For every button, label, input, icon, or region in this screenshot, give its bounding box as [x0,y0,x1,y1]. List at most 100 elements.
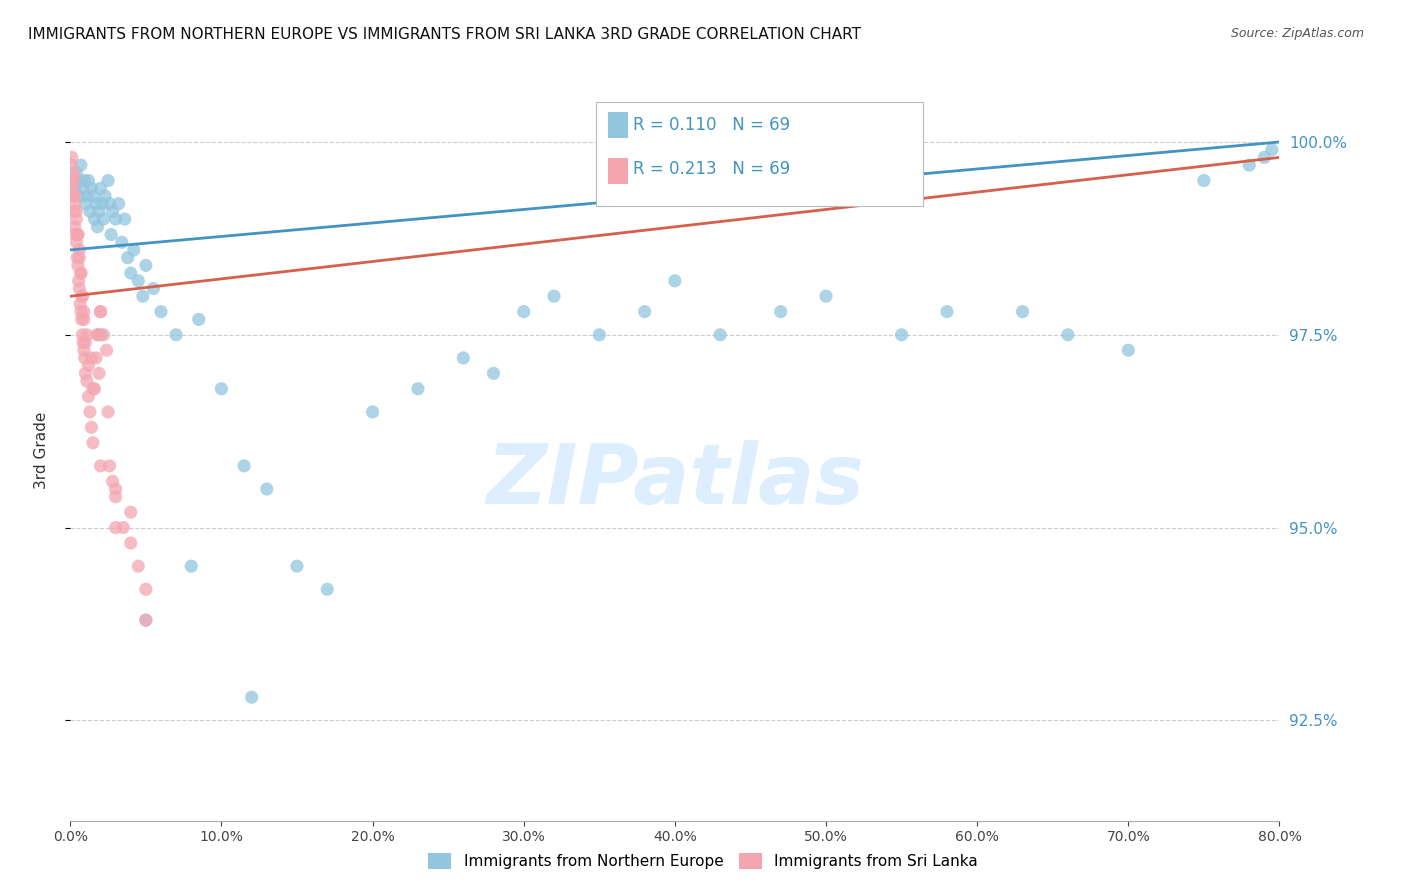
Point [100,227,122,242]
Point [63,196,86,211]
Point [63,204,86,219]
Point [65,204,87,219]
Point [127,559,149,574]
Point [543,289,565,303]
Point [67,251,90,265]
Point [66,251,89,265]
Point [90,458,111,473]
Point [588,327,610,342]
Point [67,243,90,257]
Point [135,582,157,597]
Point [87,367,110,381]
Point [70,304,93,318]
Point [104,212,127,227]
Point [72,289,94,303]
Point [73,304,96,318]
Point [66,258,89,272]
Point [76,327,98,342]
Point [75,335,97,350]
Point [1011,304,1033,318]
Point [86,219,108,234]
Point [87,204,110,219]
Point [83,212,105,227]
Point [120,505,142,519]
Point [65,227,87,242]
Point [60,173,83,187]
Point [65,212,87,227]
Point [60,150,83,164]
Point [63,219,86,234]
Point [73,173,96,187]
Point [664,274,686,288]
Point [104,482,127,496]
Point [84,196,107,211]
Point [77,173,100,187]
Point [82,189,104,203]
Point [815,289,838,303]
Point [93,212,115,227]
Point [62,189,84,203]
Point [66,227,89,242]
Point [187,312,209,326]
Point [82,435,104,450]
Point [120,536,142,550]
Point [1057,327,1080,342]
FancyBboxPatch shape [609,112,627,138]
Point [769,304,792,318]
Point [72,327,94,342]
Point [1118,343,1140,358]
Point [72,181,94,195]
Point [79,204,101,219]
Point [453,351,475,365]
Point [73,312,96,326]
Point [135,258,157,272]
Legend: Immigrants from Northern Europe, Immigrants from Sri Lanka: Immigrants from Northern Europe, Immigra… [422,847,984,875]
Point [240,690,263,705]
Point [132,289,155,303]
Point [83,382,105,396]
Point [233,458,256,473]
Point [70,158,93,172]
Point [72,335,94,350]
Point [104,520,127,534]
Point [285,559,308,574]
Point [73,351,96,365]
Point [180,559,202,574]
Point [82,382,104,396]
Point [70,266,93,280]
Point [97,405,120,419]
Point [361,405,384,419]
Point [104,490,127,504]
Point [633,304,655,318]
Point [67,281,90,295]
Point [62,173,84,187]
Point [63,181,86,195]
Point [73,343,96,358]
Point [76,374,98,388]
Point [79,405,101,419]
Point [1239,158,1261,172]
Point [80,420,103,434]
Point [890,327,912,342]
Point [936,304,959,318]
Point [94,189,117,203]
Point [75,196,97,211]
Point [114,212,136,227]
Point [482,367,505,381]
Point [77,359,100,373]
Point [67,274,90,288]
Point [70,266,93,280]
Point [72,289,94,303]
Point [65,235,87,250]
Point [1253,150,1275,164]
Point [107,196,129,211]
Point [97,173,120,187]
Point [86,327,108,342]
Point [127,274,149,288]
Point [65,166,87,180]
Point [90,181,111,195]
Point [135,613,157,627]
Point [1261,143,1284,157]
Point [1192,173,1215,187]
Point [80,351,103,365]
